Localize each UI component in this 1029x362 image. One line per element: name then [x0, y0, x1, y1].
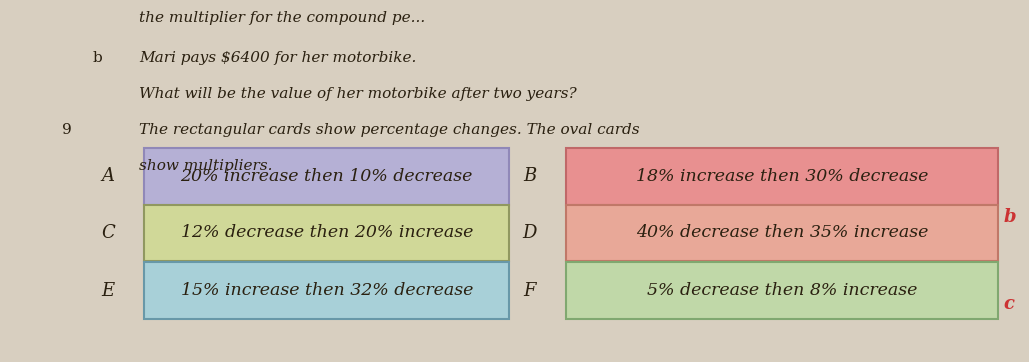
FancyBboxPatch shape [144, 148, 509, 205]
FancyBboxPatch shape [144, 262, 509, 319]
FancyBboxPatch shape [566, 205, 998, 261]
Text: A: A [102, 168, 114, 185]
Text: 15% increase then 32% decrease: 15% increase then 32% decrease [180, 282, 473, 299]
Text: 40% decrease then 35% increase: 40% decrease then 35% increase [636, 224, 928, 241]
Text: C: C [101, 224, 115, 241]
Text: 9: 9 [62, 123, 71, 137]
Text: Mari pays $6400 for her motorbike.: Mari pays $6400 for her motorbike. [139, 51, 417, 65]
Text: The rectangular cards show percentage changes. The oval cards: The rectangular cards show percentage ch… [139, 123, 640, 137]
Text: 5% decrease then 8% increase: 5% decrease then 8% increase [647, 282, 917, 299]
Text: B: B [524, 168, 536, 185]
Text: the multiplier for the compound pe...: the multiplier for the compound pe... [139, 11, 425, 25]
Text: c: c [1003, 295, 1015, 313]
Text: b: b [1003, 208, 1016, 226]
Text: 18% increase then 30% decrease: 18% increase then 30% decrease [636, 168, 928, 185]
FancyBboxPatch shape [144, 205, 509, 261]
Text: F: F [524, 282, 536, 299]
Text: D: D [523, 224, 537, 241]
Text: What will be the value of her motorbike after two years?: What will be the value of her motorbike … [139, 87, 576, 101]
FancyBboxPatch shape [566, 148, 998, 205]
Text: 20% increase then 10% decrease: 20% increase then 10% decrease [180, 168, 473, 185]
Text: show multipliers.: show multipliers. [139, 159, 273, 173]
Text: 12% decrease then 20% increase: 12% decrease then 20% increase [180, 224, 473, 241]
Text: b: b [93, 51, 102, 65]
Text: E: E [102, 282, 114, 299]
FancyBboxPatch shape [566, 262, 998, 319]
